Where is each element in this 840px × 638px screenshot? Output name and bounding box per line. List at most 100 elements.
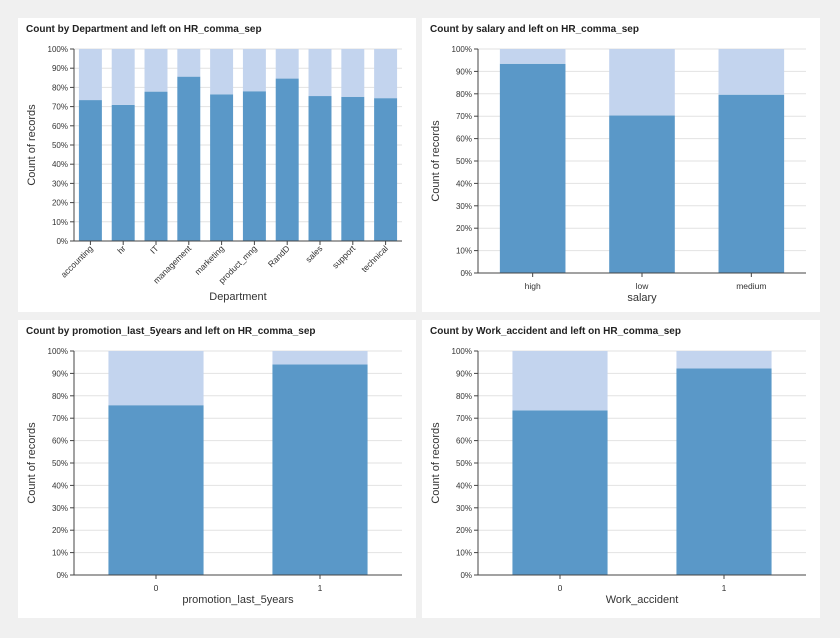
bar-segment-stayed: [272, 364, 368, 575]
y-tick-label: 90%: [52, 369, 68, 378]
bar-segment-stayed: [177, 76, 201, 241]
bar-segment-left: [275, 49, 299, 79]
x-tick-label: medium: [736, 281, 766, 291]
x-tick-label: 0: [154, 583, 159, 593]
y-tick-label: 30%: [52, 504, 68, 513]
y-axis-label: Count of records: [430, 120, 442, 202]
y-tick-label: 20%: [456, 224, 472, 233]
bar-segment-left: [111, 49, 135, 105]
bar-segment-left: [512, 351, 608, 411]
y-tick-label: 0%: [460, 571, 472, 580]
bar-segment-left: [718, 49, 785, 95]
chart-panel-salary: Count by salary and left on HR_comma_sep…: [422, 18, 820, 312]
bar-segment-stayed: [676, 368, 772, 575]
y-tick-label: 70%: [456, 112, 472, 121]
bar-segment-stayed: [718, 94, 785, 273]
x-tick-label: technical: [359, 243, 390, 274]
y-tick-label: 10%: [52, 549, 68, 558]
x-tick-label: sales: [303, 243, 324, 264]
y-tick-label: 30%: [456, 504, 472, 513]
x-tick-label: support: [330, 243, 358, 271]
x-axis-label: salary: [627, 292, 657, 304]
y-tick-label: 40%: [52, 481, 68, 490]
y-tick-label: 40%: [52, 160, 68, 169]
x-tick-label: IT: [148, 243, 160, 255]
y-tick-label: 70%: [52, 414, 68, 423]
bar-segment-left: [108, 351, 204, 406]
x-tick-label: hr: [115, 243, 128, 256]
y-tick-label: 100%: [452, 347, 472, 356]
bar-segment-stayed: [144, 91, 168, 242]
y-tick-label: 80%: [52, 83, 68, 92]
y-tick-label: 70%: [52, 103, 68, 112]
bar-segment-stayed: [499, 63, 566, 274]
x-tick-label: 1: [318, 583, 323, 593]
y-tick-label: 100%: [452, 45, 472, 54]
bar-segment-stayed: [210, 94, 234, 241]
bar-segment-stayed: [108, 405, 204, 575]
chart-svg: 0% 10% 20% 30% 40% 50% 60% 70% 80% 90% 100% 0 1 promo…: [26, 347, 402, 606]
y-tick-label: 50%: [456, 157, 472, 166]
y-tick-label: 50%: [456, 459, 472, 468]
y-axis-label: Count of records: [26, 104, 38, 186]
bar-segment-left: [609, 49, 675, 116]
chart-title: Count by promotion_last_5years and left …: [26, 326, 316, 337]
chart-panel-work-accident: Count by Work_accident and left on HR_co…: [422, 320, 820, 618]
y-tick-label: 80%: [456, 392, 472, 401]
y-tick-label: 90%: [52, 64, 68, 73]
y-tick-label: 0%: [56, 237, 68, 246]
bar-segment-stayed: [609, 115, 675, 273]
x-tick-label: RandD: [266, 243, 292, 269]
y-tick-label: 0%: [56, 571, 68, 580]
y-tick-label: 60%: [456, 437, 472, 446]
y-tick-label: 10%: [52, 218, 68, 227]
x-tick-label: marketing: [193, 243, 227, 277]
y-tick-label: 40%: [456, 481, 472, 490]
y-tick-label: 20%: [52, 526, 68, 535]
y-tick-label: 70%: [456, 414, 472, 423]
bar-segment-stayed: [242, 91, 266, 242]
y-tick-label: 80%: [52, 392, 68, 401]
y-tick-label: 100%: [48, 45, 68, 54]
x-tick-label: high: [525, 281, 541, 291]
bar-segment-stayed: [341, 96, 365, 241]
chart-title: Count by Work_accident and left on HR_co…: [430, 326, 681, 337]
y-tick-label: 0%: [460, 269, 472, 278]
bar-segment-left: [676, 351, 772, 369]
x-axis-label: promotion_last_5years: [182, 594, 294, 606]
bar-segment-left: [177, 49, 201, 77]
chart-panel-department: Count by Department and left on HR_comma…: [18, 18, 416, 312]
bar-segment-left: [374, 49, 398, 99]
chart-svg: 0% 10% 20% 30% 40% 50% 60% 70% 80% 90% 100% high low…: [430, 45, 806, 304]
chart-title: Count by salary and left on HR_comma_sep: [430, 24, 639, 35]
x-axis-label: Work_accident: [606, 594, 679, 606]
y-tick-label: 90%: [456, 67, 472, 76]
y-tick-label: 20%: [52, 199, 68, 208]
bar-segment-stayed: [374, 98, 398, 241]
y-axis-label: Count of records: [26, 422, 38, 504]
bar-segment-stayed: [308, 96, 332, 241]
bar-segment-stayed: [111, 104, 135, 241]
bar-segment-left: [210, 49, 234, 95]
chart-panel-promotion: Count by promotion_last_5years and left …: [18, 320, 416, 618]
x-tick-label: 0: [558, 583, 563, 593]
bar-segment-left: [78, 49, 102, 101]
bar-segment-left: [242, 49, 266, 92]
y-tick-label: 50%: [52, 141, 68, 150]
bar-segment-left: [341, 49, 365, 97]
bar-segment-stayed: [512, 410, 608, 575]
y-tick-label: 90%: [456, 369, 472, 378]
y-tick-label: 100%: [48, 347, 68, 356]
y-tick-label: 50%: [52, 459, 68, 468]
y-tick-label: 20%: [456, 526, 472, 535]
y-tick-label: 60%: [52, 122, 68, 131]
y-tick-label: 10%: [456, 549, 472, 558]
y-tick-label: 60%: [456, 135, 472, 144]
bar-segment-stayed: [78, 100, 102, 242]
chart-svg: 0% 10% 20% 30% 40% 50% 60% 70% 80% 90% 100% 0 1 Work_…: [430, 347, 806, 606]
y-tick-label: 40%: [456, 179, 472, 188]
y-tick-label: 30%: [52, 179, 68, 188]
y-tick-label: 80%: [456, 90, 472, 99]
y-tick-label: 30%: [456, 202, 472, 211]
y-tick-label: 60%: [52, 437, 68, 446]
